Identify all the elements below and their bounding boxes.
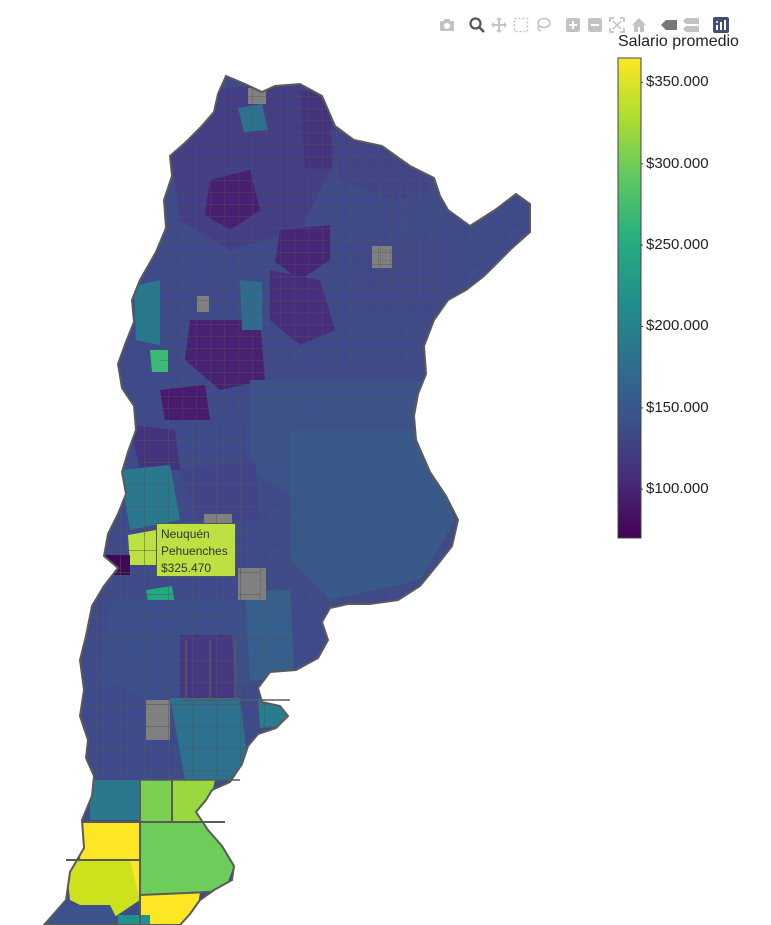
pan-icon[interactable] (488, 14, 510, 36)
colorbar-tick-label: $350.000 (646, 73, 709, 91)
colorbar-tick-label: $200.000 (646, 317, 709, 335)
reset-home-icon[interactable] (628, 14, 650, 36)
colorbar (617, 57, 643, 539)
zoom-out-icon[interactable] (584, 14, 606, 36)
argentina-choropleth-map[interactable] (0, 0, 600, 925)
spike-lines-icon[interactable] (658, 14, 680, 36)
colorbar-title: Salario promedio (618, 33, 739, 50)
compare-hover-icon[interactable] (680, 14, 702, 36)
lasso-icon[interactable] (532, 14, 554, 36)
tooltip-province: Neuquén (161, 527, 210, 541)
tooltip-value: $325.470 (161, 561, 212, 575)
zoom-icon[interactable] (466, 14, 488, 36)
zoom-in-icon[interactable] (562, 14, 584, 36)
hover-tooltip: Neuquén Pehuenches $325.470 (156, 523, 236, 577)
modebar (436, 14, 732, 36)
autoscale-icon[interactable] (606, 14, 628, 36)
tooltip-department: Pehuenches (161, 544, 228, 558)
colorbar-tick-label: $150.000 (646, 398, 709, 416)
camera-icon[interactable] (436, 14, 458, 36)
colorbar-tick-label: $300.000 (646, 154, 709, 172)
colorbar-tick-label: $100.000 (646, 480, 709, 498)
box-select-icon[interactable] (510, 14, 532, 36)
colorbar-tick-label: $250.000 (646, 236, 709, 254)
plotly-logo-icon[interactable] (710, 14, 732, 36)
